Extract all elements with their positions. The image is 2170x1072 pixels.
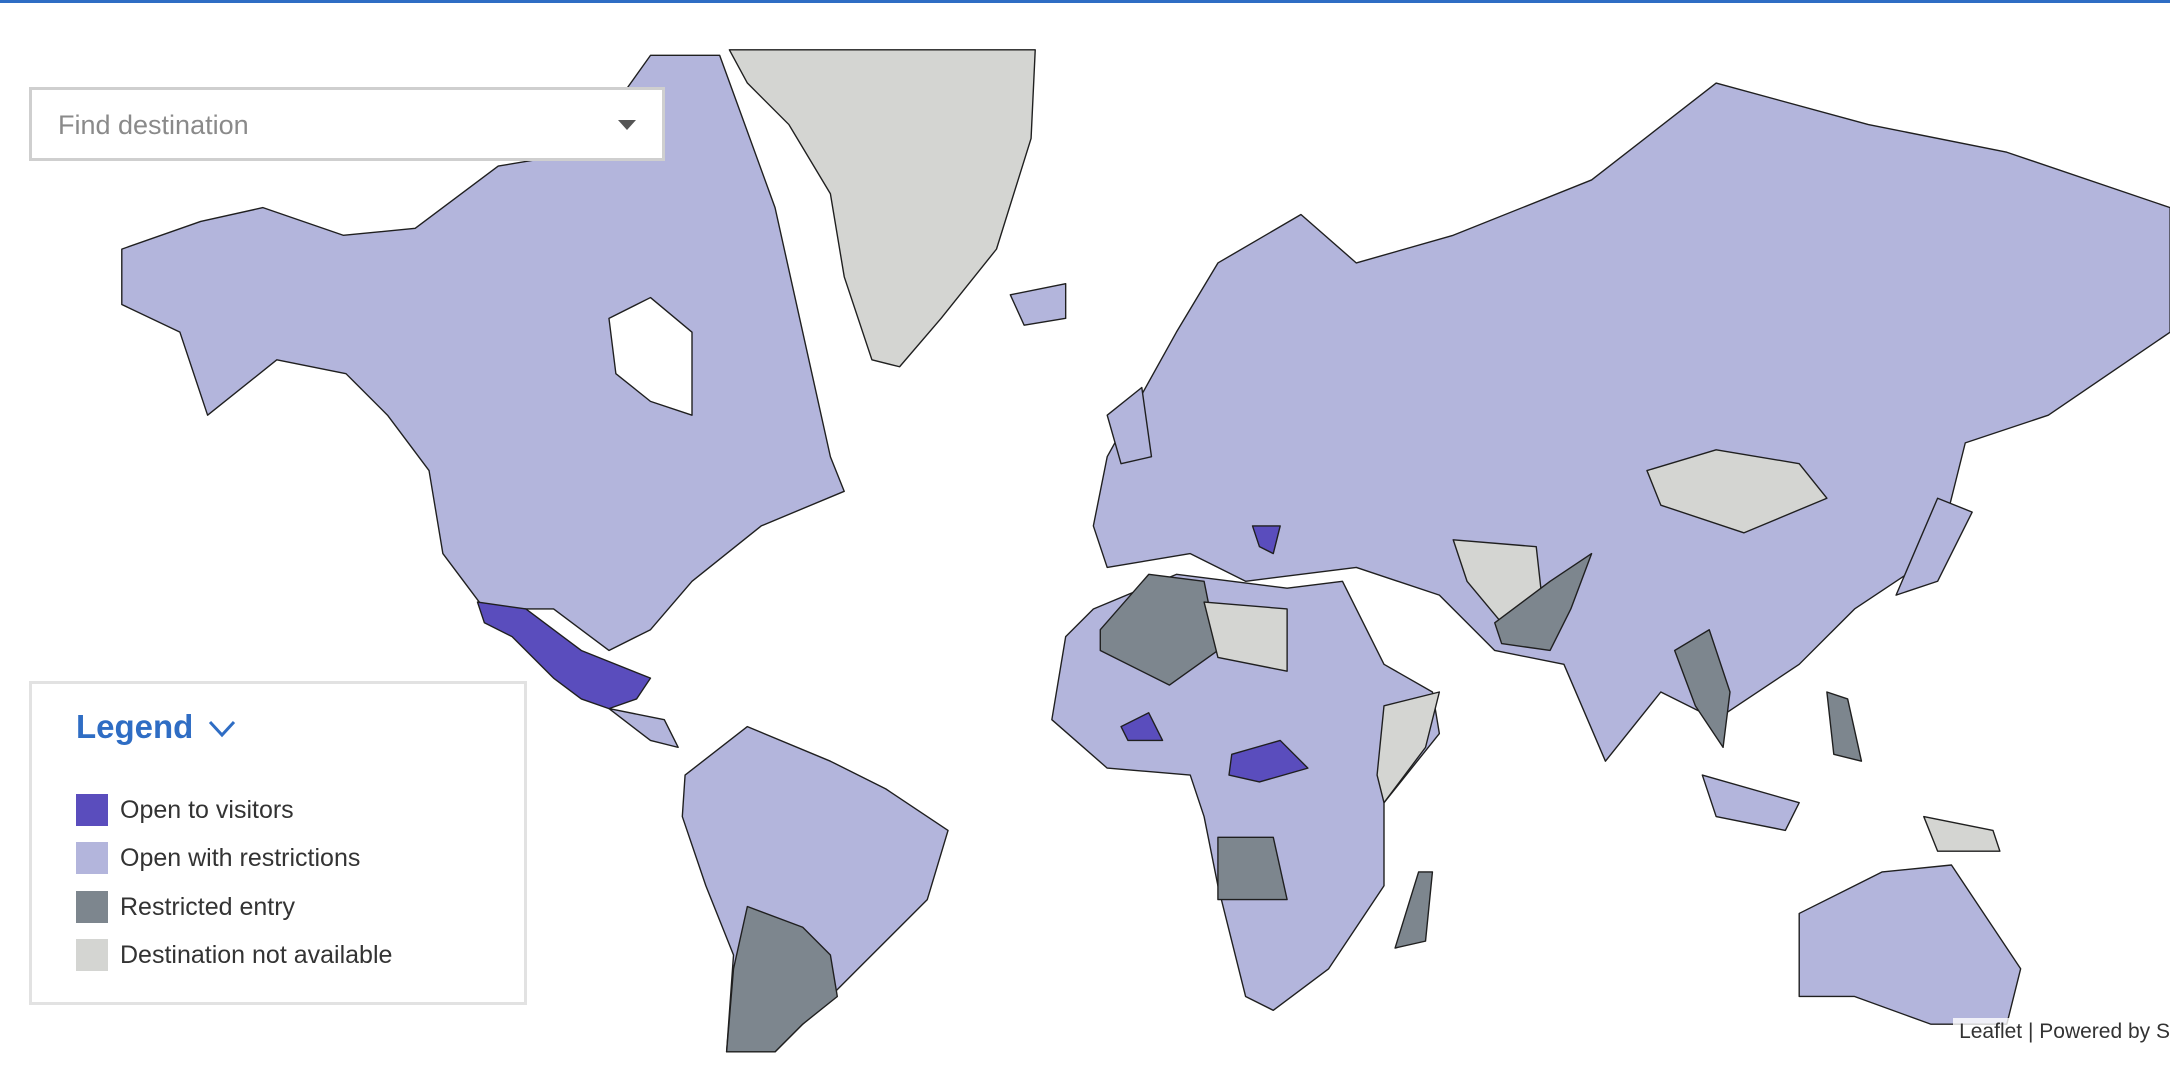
central-africa[interactable] xyxy=(1228,739,1309,783)
search-placeholder: Find destination xyxy=(58,110,249,140)
philippines[interactable] xyxy=(1826,691,1863,762)
swatch xyxy=(76,842,108,874)
legend-label: Open with restrictions xyxy=(120,844,361,872)
legend-title[interactable]: Legend xyxy=(76,708,194,745)
myanmar-thailand[interactable] xyxy=(1673,629,1731,749)
mongolia[interactable] xyxy=(1646,449,1828,534)
libya[interactable] xyxy=(1203,601,1288,672)
top-bar xyxy=(0,0,2170,3)
dropdown-arrow xyxy=(618,120,636,130)
legend-label: Restricted entry xyxy=(120,893,296,921)
greenland[interactable] xyxy=(728,49,1036,368)
legend-toggle[interactable] xyxy=(208,720,236,738)
pakistan[interactable] xyxy=(1494,552,1593,652)
papua-new-guinea[interactable] xyxy=(1923,815,2001,852)
swatch xyxy=(76,891,108,923)
indonesia[interactable] xyxy=(1701,774,1800,832)
madagascar[interactable] xyxy=(1394,871,1434,949)
west-africa[interactable] xyxy=(1120,712,1164,742)
legend-label: Destination not available xyxy=(120,941,393,969)
swatch xyxy=(76,939,108,971)
legend-label: Open to visitors xyxy=(120,796,294,824)
swatch xyxy=(76,794,108,826)
search-box[interactable]: Find destination xyxy=(29,87,665,161)
horn-of-africa[interactable] xyxy=(1376,691,1441,804)
central-america[interactable] xyxy=(608,707,679,749)
hudson-bay xyxy=(608,296,693,416)
africa[interactable] xyxy=(1051,573,1441,1012)
balkans[interactable] xyxy=(1251,525,1281,555)
angola[interactable] xyxy=(1217,836,1288,901)
united-kingdom[interactable] xyxy=(1106,386,1153,465)
japan[interactable] xyxy=(1895,497,1973,596)
argentina-chile[interactable] xyxy=(725,905,839,1053)
australia[interactable] xyxy=(1798,864,2022,1025)
iceland[interactable] xyxy=(1009,283,1067,326)
legend: Legend Open to visitors Open with restri… xyxy=(29,681,527,1005)
attribution: Leaflet | Powered by S xyxy=(1953,1018,2170,1046)
north-america[interactable] xyxy=(121,54,845,652)
